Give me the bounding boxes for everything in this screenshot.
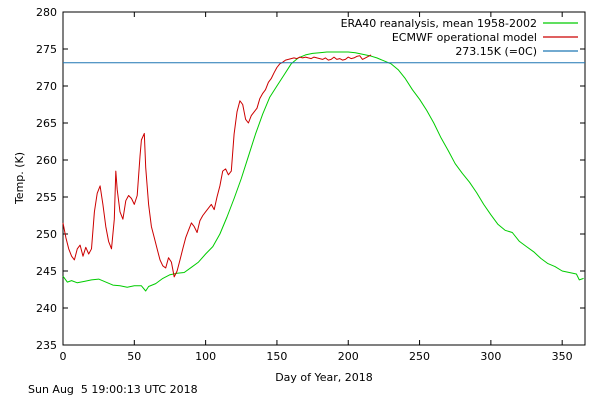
y-tick-label: 245 bbox=[36, 265, 57, 278]
series-layer bbox=[62, 51, 585, 292]
x-axis-label: Day of Year, 2018 bbox=[275, 371, 373, 384]
y-tick-label: 240 bbox=[36, 302, 57, 315]
x-tick-label: 100 bbox=[195, 350, 216, 363]
y-tick-label: 270 bbox=[36, 80, 57, 93]
y-axis-label: Temp. (K) bbox=[13, 152, 26, 205]
timestamp-footer: Sun Aug 5 19:00:13 UTC 2018 bbox=[28, 383, 198, 396]
x-tick-label: 250 bbox=[409, 350, 430, 363]
y-tick-label: 235 bbox=[36, 339, 57, 352]
legend-label: 273.15K (=0C) bbox=[455, 45, 537, 58]
y-tick-label: 255 bbox=[36, 191, 57, 204]
y-tick-label: 280 bbox=[36, 6, 57, 19]
x-tick-label: 350 bbox=[552, 350, 573, 363]
series-line-era40 bbox=[62, 51, 584, 292]
x-tick-label: 300 bbox=[480, 350, 501, 363]
x-tick-label: 150 bbox=[266, 350, 287, 363]
y-tick-label: 275 bbox=[36, 43, 57, 56]
x-tick-label: 50 bbox=[127, 350, 141, 363]
legend-label: ERA40 reanalysis, mean 1958-2002 bbox=[341, 17, 537, 30]
legend-label: ECMWF operational model bbox=[392, 31, 537, 44]
x-tick-label: 200 bbox=[338, 350, 359, 363]
y-tick-label: 260 bbox=[36, 154, 57, 167]
plot-area bbox=[62, 11, 586, 346]
series-line-ecmwf bbox=[62, 54, 372, 278]
y-axis: 235 240 245 250 255 260 265 270 275 280 bbox=[36, 6, 585, 352]
y-tick-label: 250 bbox=[36, 228, 57, 241]
x-axis: 0 50 100 150 200 250 300 350 bbox=[60, 12, 573, 363]
y-tick-label: 265 bbox=[36, 117, 57, 130]
x-tick-label: 0 bbox=[60, 350, 67, 363]
